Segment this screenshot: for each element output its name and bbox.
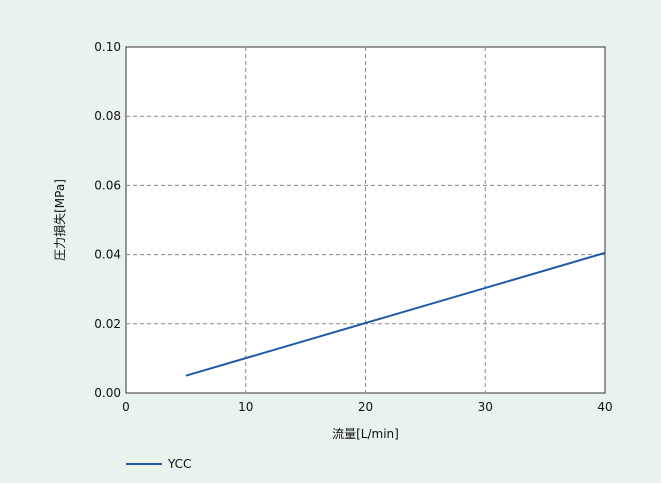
- y-tick-label: 0.08: [94, 109, 121, 123]
- x-tick-label: 20: [358, 400, 373, 414]
- legend: YCC: [126, 457, 191, 471]
- y-tick-label: 0.04: [94, 248, 121, 262]
- y-tick-label: 0.02: [94, 317, 121, 331]
- y-tick-label: 0.10: [94, 40, 121, 54]
- y-tick-label: 0.00: [94, 386, 121, 400]
- x-tick-label: 10: [238, 400, 253, 414]
- x-tick-label: 0: [122, 400, 130, 414]
- y-tick-label: 0.06: [94, 178, 121, 192]
- series-layer: [185, 251, 606, 377]
- grid-lines: [126, 47, 605, 393]
- legend-label-ycc: YCC: [167, 457, 191, 471]
- series-line-ycc: [185, 251, 606, 377]
- x-axis-title: 流量[L/min]: [332, 427, 399, 441]
- x-tick-label: 40: [597, 400, 612, 414]
- tick-labels: 0 10 20 30 40 0.00 0.02 0.04 0.06 0.08 0.10: [94, 40, 612, 414]
- x-tick-label: 30: [478, 400, 493, 414]
- y-axis-title: 圧力損失[MPa]: [52, 179, 67, 261]
